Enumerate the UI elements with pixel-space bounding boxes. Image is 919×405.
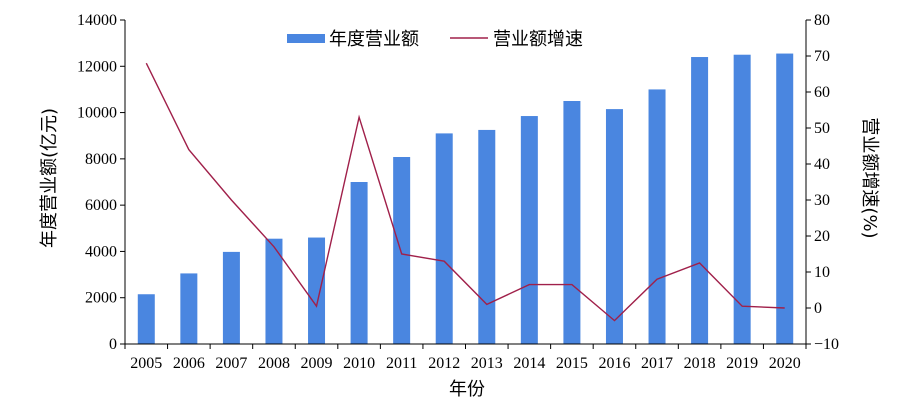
x-tick-label: 2009 xyxy=(301,355,333,372)
x-tick-label: 2016 xyxy=(598,355,630,372)
bar-series xyxy=(137,53,794,345)
x-tick-label: 2018 xyxy=(684,355,716,372)
bar-2014 xyxy=(520,116,538,345)
x-tick-label: 2008 xyxy=(258,355,290,372)
x-tick-label: 2017 xyxy=(641,355,673,372)
left-axis-ticks: 0 2000 4000 6000 8000 10000 12000 14000 xyxy=(77,12,125,353)
x-tick-label: 2019 xyxy=(726,355,758,372)
bar-2007 xyxy=(222,251,240,344)
x-axis-title: 年份 xyxy=(449,379,485,400)
left-axis-title: 年度营业额(亿元) xyxy=(39,108,60,248)
left-tick-label: 14000 xyxy=(77,12,117,29)
right-tick-label: 30 xyxy=(814,192,830,209)
right-tick-label: 20 xyxy=(814,228,830,245)
x-axis-ticks: 2005 2006 2007 2008 2009 2010 2011 2012 2013 2014… xyxy=(124,344,807,372)
x-tick-label: 2020 xyxy=(769,355,801,372)
legend-bar-swatch xyxy=(287,34,325,43)
right-tick-label: 40 xyxy=(814,156,830,173)
bar-2006 xyxy=(180,273,198,344)
right-tick-label: 60 xyxy=(814,84,830,101)
bar-2016 xyxy=(605,109,623,344)
x-tick-label: 2010 xyxy=(343,355,375,372)
x-tick-label: 2007 xyxy=(215,355,247,372)
growth-line xyxy=(145,62,785,322)
legend: 年度营业额 营业额增速 xyxy=(287,29,583,50)
x-tick-label: 2005 xyxy=(130,355,162,372)
bar-2018 xyxy=(691,57,709,345)
x-tick-label: 2014 xyxy=(513,355,545,372)
line-series xyxy=(145,62,785,322)
right-axis-ticks: −10 0 10 20 30 40 50 60 70 80 xyxy=(806,12,839,353)
x-tick-label: 2013 xyxy=(471,355,503,372)
bar-2005 xyxy=(137,294,155,344)
x-tick-label: 2011 xyxy=(386,355,417,372)
right-tick-label: 0 xyxy=(814,300,822,317)
left-tick-label: 6000 xyxy=(85,197,117,214)
right-tick-label: 10 xyxy=(814,264,830,281)
bar-2013 xyxy=(478,129,496,344)
left-tick-label: 12000 xyxy=(77,58,117,75)
right-axis-title: 营业额增速(%) xyxy=(859,117,880,238)
left-tick-label: 10000 xyxy=(77,105,117,122)
right-tick-label: 80 xyxy=(814,12,830,29)
bar-2015 xyxy=(563,101,581,344)
left-tick-label: 4000 xyxy=(85,243,117,260)
right-tick-label: −10 xyxy=(814,336,839,353)
left-tick-label: 0 xyxy=(109,336,117,353)
right-tick-label: 50 xyxy=(814,120,830,137)
left-tick-label: 8000 xyxy=(85,151,117,168)
bar-2011 xyxy=(393,157,411,344)
bar-2017 xyxy=(648,89,666,344)
legend-line-label: 营业额增速 xyxy=(493,29,583,50)
x-tick-label: 2012 xyxy=(428,355,460,372)
x-tick-label: 2006 xyxy=(173,355,205,372)
bar-2012 xyxy=(435,133,453,344)
left-tick-label: 2000 xyxy=(85,290,117,307)
bar-2010 xyxy=(350,182,368,344)
bar-2009 xyxy=(308,237,326,344)
bar-2019 xyxy=(733,54,751,344)
bar-2008 xyxy=(265,238,283,344)
legend-bar-label: 年度营业额 xyxy=(329,29,419,50)
x-tick-label: 2015 xyxy=(556,355,588,372)
right-tick-label: 70 xyxy=(814,48,830,65)
bar-2020 xyxy=(776,53,794,345)
